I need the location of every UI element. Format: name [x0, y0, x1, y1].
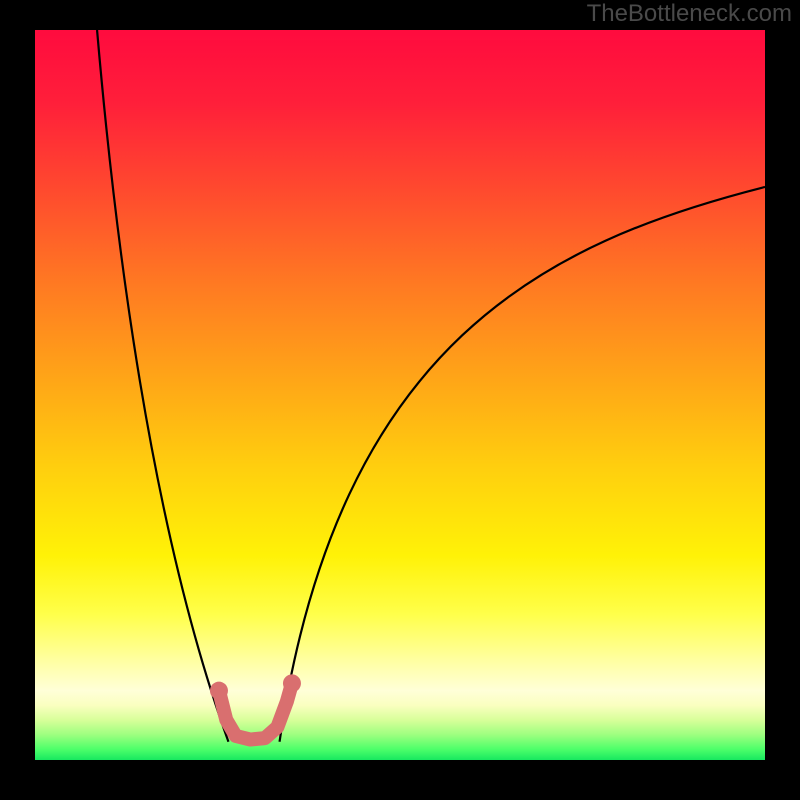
chart-canvas: TheBottleneck.com	[0, 0, 800, 800]
valley-end-dot	[283, 674, 301, 692]
plot-background	[35, 30, 765, 760]
watermark-text: TheBottleneck.com	[587, 0, 792, 28]
valley-end-dot	[210, 682, 228, 700]
chart-svg	[0, 0, 800, 800]
